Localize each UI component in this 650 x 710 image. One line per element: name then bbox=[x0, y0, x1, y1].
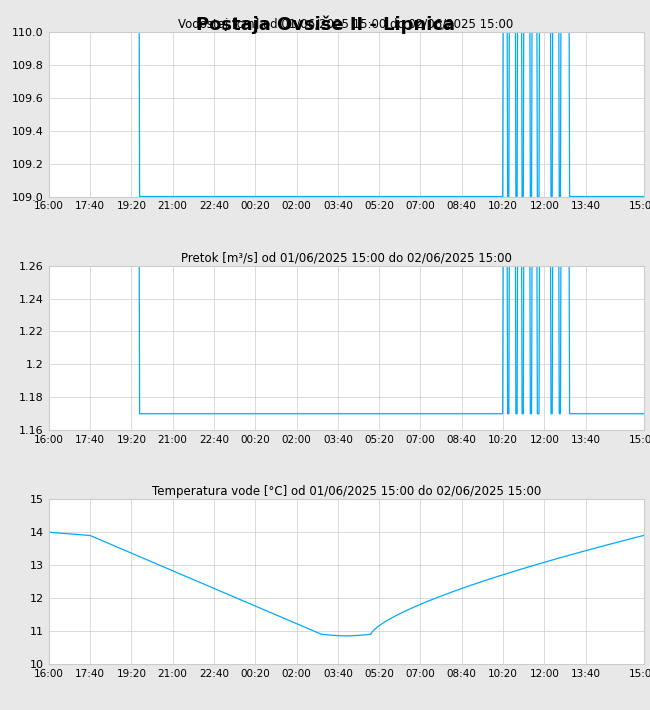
Title: Pretok [m³/s] od 01/06/2025 15:00 do 02/06/2025 15:00: Pretok [m³/s] od 01/06/2025 15:00 do 02/… bbox=[181, 251, 512, 264]
Text: Postaja Ovsiše II - Lipnica: Postaja Ovsiše II - Lipnica bbox=[196, 16, 454, 34]
Title: Vodostaj [cm] od 01/06/2025 15:00 do 02/06/2025 15:00: Vodostaj [cm] od 01/06/2025 15:00 do 02/… bbox=[179, 18, 514, 31]
Title: Temperatura vode [°C] od 01/06/2025 15:00 do 02/06/2025 15:00: Temperatura vode [°C] od 01/06/2025 15:0… bbox=[151, 485, 541, 498]
